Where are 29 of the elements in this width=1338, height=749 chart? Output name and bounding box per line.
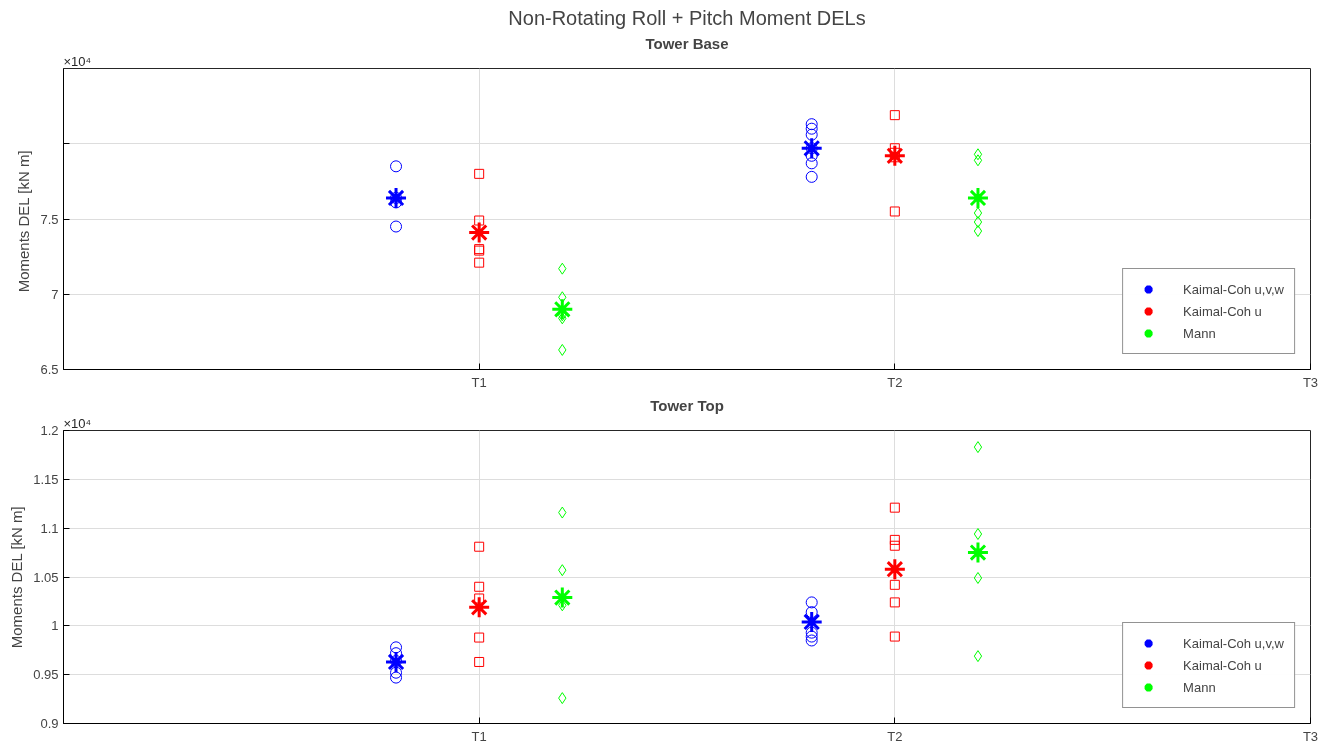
- x-tick-label: T3: [1302, 374, 1319, 390]
- legend-label: Mann: [1183, 679, 1216, 695]
- y-tick-label: 1.15: [33, 471, 59, 487]
- y-tick-label: 1: [51, 618, 59, 634]
- x-tick-label: T1: [471, 728, 487, 744]
- y-axis-title: Moments DEL [kN m]: [8, 506, 26, 649]
- y-tick-label: 7: [51, 286, 59, 302]
- y-tick-label: 7.5: [40, 211, 59, 227]
- y-tick-label: 0.9: [40, 716, 59, 731]
- y-axis-title: Moments DEL [kN m]: [15, 150, 33, 293]
- y-tick-label: 6.5: [40, 362, 59, 377]
- chart-subtitle: Tower Base: [645, 34, 729, 52]
- y-tick-label: 1.1: [40, 520, 59, 536]
- legend-label: Kaimal-Coh u,v,w: [1183, 635, 1284, 651]
- text: ×10⁴: [63, 415, 92, 431]
- x-tick-label: T1: [471, 374, 487, 390]
- x-tick-label: T2: [887, 728, 903, 744]
- chart-title: Non-Rotating Roll + Pitch Moment DELs: [508, 6, 866, 29]
- x-tick-label: T2: [887, 374, 903, 390]
- legend-label: Mann: [1183, 325, 1216, 341]
- x-tick-label: T3: [1302, 728, 1319, 744]
- y-tick-label: 0.95: [33, 667, 59, 683]
- legend-label: Kaimal-Coh u,v,w: [1183, 281, 1284, 297]
- y-tick-label: 1.05: [33, 569, 59, 585]
- text: ×10⁴: [63, 53, 92, 69]
- chart-title: Tower Top: [650, 396, 724, 414]
- y-tick-label: 1.2: [40, 423, 59, 438]
- legend-label: Kaimal-Coh u: [1183, 303, 1262, 319]
- legend-label: Kaimal-Coh u: [1183, 657, 1262, 673]
